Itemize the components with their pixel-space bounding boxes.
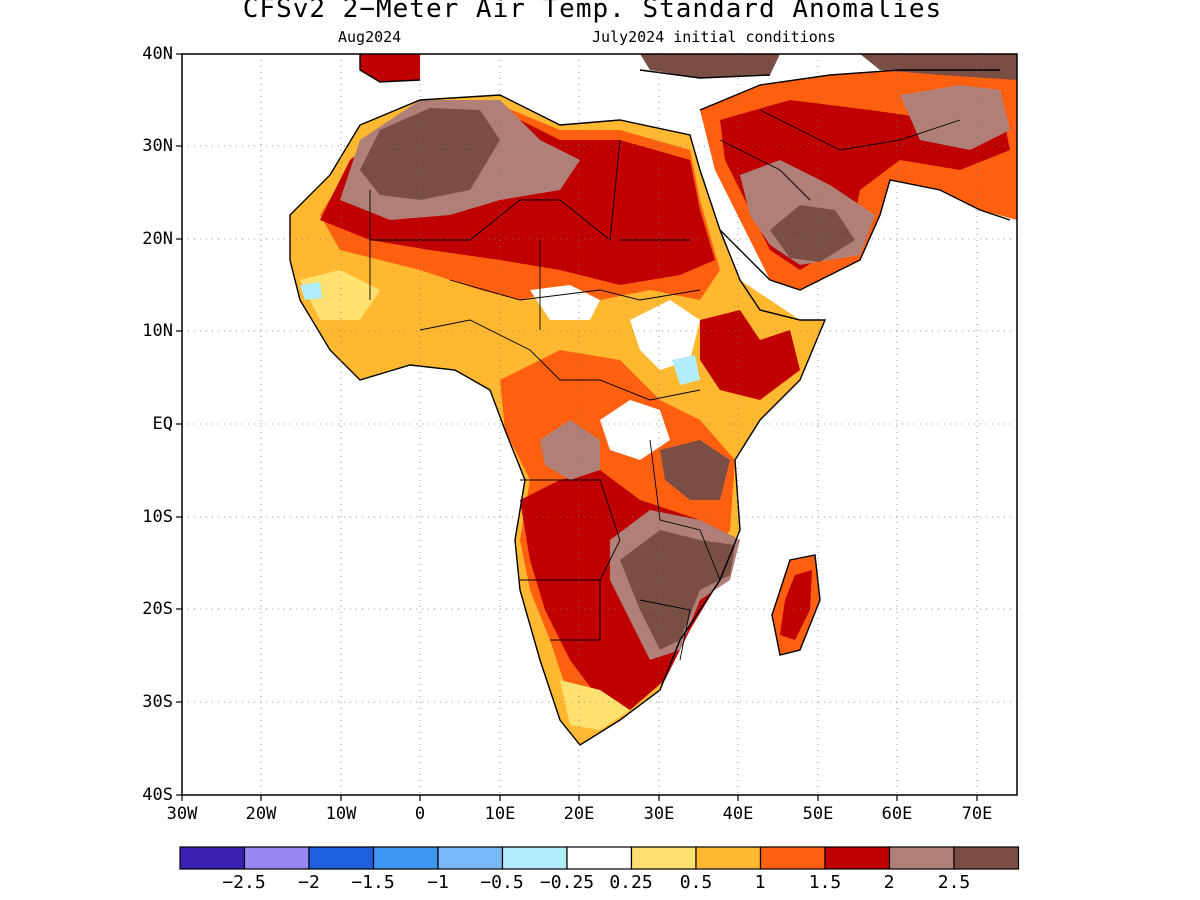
iran-brown: [900, 85, 1010, 150]
forecast-month: Aug2024: [338, 28, 402, 46]
colorbar-swatch: [179, 846, 246, 870]
colorbar-label: 1.5: [808, 872, 842, 893]
colorbar-swatch: [437, 846, 504, 870]
axis-ticks: [176, 53, 978, 801]
lat-label: EQ: [152, 414, 173, 434]
east-africa-cool-patch: [672, 355, 700, 385]
madagascar-red: [780, 570, 812, 640]
southern-africa-dark-brown: [620, 530, 735, 650]
lat-label: 20N: [142, 229, 173, 249]
colorbar-swatch: [824, 846, 891, 870]
colorbar-label: −0.25: [539, 872, 595, 893]
lon-label: 0: [414, 804, 426, 824]
colorbar-swatch: [953, 846, 1020, 870]
colorbar-swatch: [759, 846, 826, 870]
lon-label: 20W: [245, 804, 277, 824]
colorbar-label: −1.5: [351, 872, 395, 893]
colorbar-label: −0.5: [480, 872, 524, 893]
anomaly-fields: [290, 54, 1017, 745]
initial-conditions: July2024 initial conditions: [592, 28, 836, 46]
europe-south-red: [360, 54, 420, 82]
colorbar: [179, 846, 1020, 870]
lon-label: 30W: [166, 804, 198, 824]
colorbar-label: 1: [754, 872, 766, 893]
lat-label: 10S: [142, 507, 173, 527]
colorbar-swatch: [308, 846, 375, 870]
arabia-dark-brown: [770, 205, 855, 262]
east-africa-brown: [660, 440, 730, 500]
lon-label: 50E: [802, 804, 834, 824]
lon-label: 40E: [722, 804, 754, 824]
lat-label: 30S: [142, 692, 173, 712]
colorbar-label: 2: [883, 872, 895, 893]
lat-label: 30N: [142, 136, 173, 156]
lon-label: 60E: [881, 804, 913, 824]
lon-label: 30E: [643, 804, 675, 824]
lat-label: 40S: [142, 785, 173, 805]
map-area: [182, 54, 1017, 795]
east-africa-dark-red: [700, 310, 800, 400]
colorbar-swatch: [372, 846, 439, 870]
colorbar-label: −2: [298, 872, 320, 893]
congo-brown: [540, 420, 600, 480]
colorbar-swatch: [243, 846, 310, 870]
colorbar-swatch: [566, 846, 633, 870]
lat-label: 40N: [142, 44, 173, 64]
colorbar-label: 0.5: [679, 872, 713, 893]
lon-label: 10E: [484, 804, 516, 824]
colorbar-label: 2.5: [937, 872, 971, 893]
lon-label: 70E: [961, 804, 993, 824]
colorbar-label: 0.25: [609, 872, 653, 893]
caspian-brown: [860, 54, 1017, 80]
lat-label: 10N: [142, 321, 173, 341]
colorbar-swatch: [501, 846, 568, 870]
map-title: CFSv2 2−Meter Air Temp. Standard Anomali…: [242, 0, 943, 24]
west-africa-cool-patch: [300, 282, 322, 300]
lat-label: 20S: [142, 599, 173, 619]
colorbar-swatch: [695, 846, 762, 870]
lon-label: 10W: [325, 804, 357, 824]
colorbar-label: −1: [427, 872, 449, 893]
sahel-white-patch: [530, 285, 600, 320]
ethiopia-white-patch: [630, 300, 700, 370]
central-white-patch: [600, 400, 670, 460]
colorbar-swatch: [888, 846, 955, 870]
turkey-brown: [640, 54, 780, 78]
colorbar-swatch: [630, 846, 697, 870]
colorbar-label: −2.5: [222, 872, 266, 893]
country-borders: [369, 109, 961, 661]
lon-label: 20E: [563, 804, 595, 824]
sahara-dark-brown: [360, 108, 500, 200]
south-yellow: [560, 680, 630, 730]
